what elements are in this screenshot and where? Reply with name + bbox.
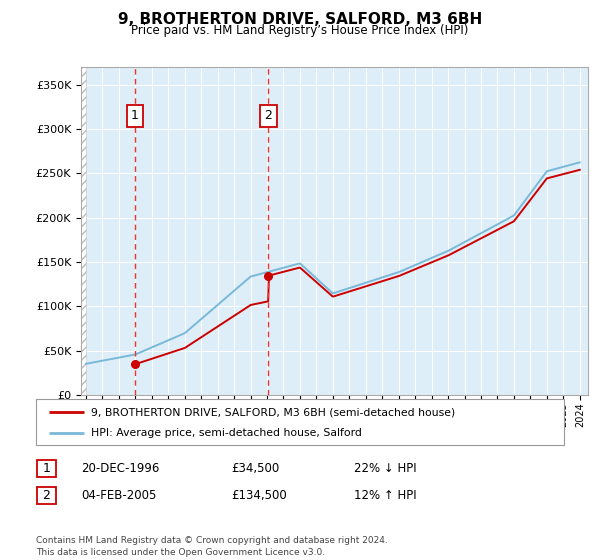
Text: Contains HM Land Registry data © Crown copyright and database right 2024.
This d: Contains HM Land Registry data © Crown c… (36, 536, 388, 557)
Text: 9, BROTHERTON DRIVE, SALFORD, M3 6BH: 9, BROTHERTON DRIVE, SALFORD, M3 6BH (118, 12, 482, 27)
Text: 2: 2 (265, 109, 272, 123)
Text: 22% ↓ HPI: 22% ↓ HPI (354, 462, 416, 475)
Text: 9, BROTHERTON DRIVE, SALFORD, M3 6BH (semi-detached house): 9, BROTHERTON DRIVE, SALFORD, M3 6BH (se… (91, 407, 455, 417)
Text: 12% ↑ HPI: 12% ↑ HPI (354, 489, 416, 502)
Text: Price paid vs. HM Land Registry’s House Price Index (HPI): Price paid vs. HM Land Registry’s House … (131, 24, 469, 36)
FancyBboxPatch shape (37, 487, 56, 504)
FancyBboxPatch shape (37, 460, 56, 477)
Text: HPI: Average price, semi-detached house, Salford: HPI: Average price, semi-detached house,… (91, 428, 362, 438)
Bar (81, 67, 86, 395)
FancyBboxPatch shape (36, 399, 564, 445)
Text: £34,500: £34,500 (231, 462, 279, 475)
Text: 2: 2 (43, 489, 50, 502)
Text: 20-DEC-1996: 20-DEC-1996 (81, 462, 160, 475)
Text: 04-FEB-2005: 04-FEB-2005 (81, 489, 157, 502)
Text: 1: 1 (131, 109, 139, 123)
Text: 1: 1 (43, 462, 50, 475)
Text: £134,500: £134,500 (231, 489, 287, 502)
